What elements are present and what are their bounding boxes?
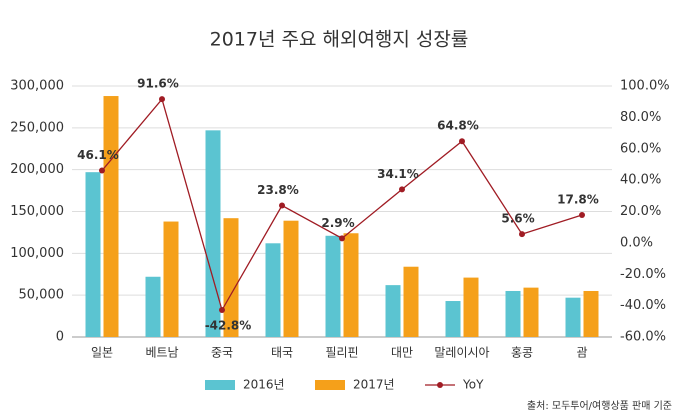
bar [385,285,401,337]
source-note: 출처: 모두투어/여행상품 판매 기준 [527,400,672,412]
y2-tick-label: -20.0% [620,267,666,282]
chart-title: 2017년 주요 해외여행지 성장률 [210,29,469,51]
bar [445,301,461,337]
bar [265,243,281,337]
bar [85,172,101,337]
data-label: 64.8% [437,119,479,133]
y-tick-label: 0 [56,330,64,345]
bar [283,220,299,337]
bar [343,233,359,337]
line-point [579,211,585,218]
legend-swatch [205,380,235,390]
x-tick-label: 필리핀 [325,346,358,360]
x-tick-label: 베트남 [145,346,178,360]
legend-swatch [315,380,345,390]
bar [205,130,221,337]
y2-tick-label: 100.0% [620,79,670,94]
bar [505,290,521,337]
y2-tick-label: 40.0% [620,173,661,188]
x-tick-label: 태국 [271,346,293,360]
y-tick-label: 150,000 [10,204,64,219]
data-label: 17.8% [557,192,599,206]
bar [583,290,599,337]
x-tick-label: 괌 [576,346,587,360]
data-label: 2.9% [321,216,354,230]
x-tick-label: 말레이시아 [434,346,489,360]
y2-tick-label: -60.0% [620,330,666,345]
bar [565,297,581,337]
bar [403,266,419,337]
legend-label: 2016년 [243,378,285,392]
bar [463,277,479,337]
y2-tick-label: 80.0% [620,110,661,125]
y2-tick-label: 0.0% [620,235,653,250]
bar [223,218,239,337]
y-tick-label: 250,000 [10,120,64,135]
line-point [219,307,225,314]
x-tick-label: 중국 [211,346,233,360]
legend-label: YoY [462,378,484,392]
y2-tick-label: 20.0% [620,204,661,219]
line-point [279,202,285,209]
x-tick-label: 일본 [91,346,113,360]
x-tick-label: 홍콩 [511,346,533,360]
data-label: 91.6% [137,77,179,91]
bar [103,96,119,337]
y-tick-label: 300,000 [10,79,64,94]
legend-point [437,382,443,388]
data-label: 46.1% [77,148,119,162]
bar [523,287,539,337]
legend-label: 2017년 [353,378,395,392]
y-tick-label: 200,000 [10,162,64,177]
x-tick-label: 대만 [391,346,413,360]
bar [145,276,161,337]
y-tick-label: 100,000 [10,246,64,261]
data-label: -42.8% [205,319,252,333]
bar [163,221,179,337]
line-point [399,186,405,193]
line-point [519,231,525,238]
data-label: 34.1% [377,167,419,181]
line-point [159,96,165,103]
bar [325,235,341,337]
data-label: 5.6% [501,212,534,226]
data-label: 23.8% [257,183,299,197]
y2-tick-label: 60.0% [620,141,661,156]
line-point [339,235,345,242]
line-point [459,138,465,145]
line-point [99,167,105,174]
y2-tick-label: -40.0% [620,298,666,313]
y-tick-label: 50,000 [19,288,65,303]
